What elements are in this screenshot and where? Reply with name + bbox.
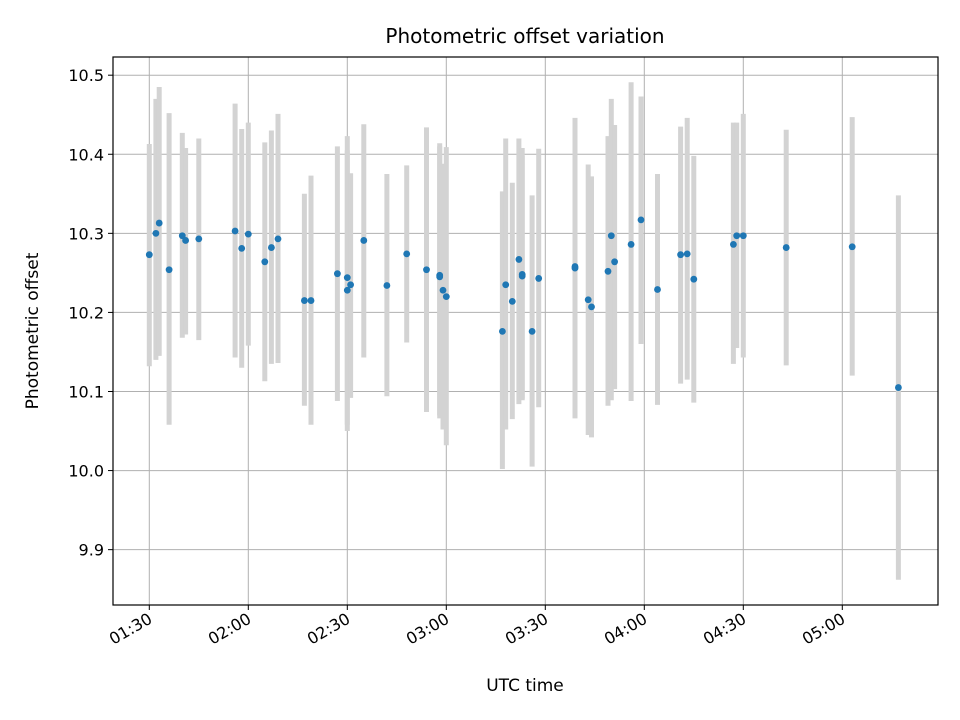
data-point bbox=[782, 244, 790, 251]
data-point bbox=[231, 227, 239, 235]
data-point bbox=[343, 286, 351, 294]
data-point bbox=[499, 327, 506, 335]
data-point bbox=[268, 244, 275, 251]
data-point bbox=[518, 272, 526, 280]
data-point bbox=[604, 267, 612, 275]
data-point bbox=[508, 297, 516, 305]
data-point bbox=[690, 275, 698, 283]
data-point bbox=[244, 230, 252, 238]
data-point bbox=[360, 237, 368, 244]
y-axis-ticks: 9.9 10.0 10.1 10.2 10.3 10.4 10.5 bbox=[68, 66, 113, 560]
data-point bbox=[515, 256, 523, 263]
data-point bbox=[261, 258, 269, 266]
plot-frame bbox=[112, 56, 939, 606]
data-point bbox=[423, 266, 430, 274]
data-point bbox=[611, 258, 618, 266]
data-point bbox=[155, 219, 163, 227]
y-tick-label: 10.3 bbox=[68, 224, 104, 243]
data-point bbox=[439, 286, 447, 294]
data-point bbox=[442, 293, 450, 301]
data-point bbox=[535, 275, 543, 282]
data-point bbox=[730, 241, 737, 248]
data-point bbox=[195, 235, 203, 243]
data-point bbox=[145, 251, 153, 259]
data-point bbox=[383, 282, 391, 289]
data-point bbox=[637, 216, 645, 224]
data-point bbox=[152, 229, 160, 237]
data-point bbox=[683, 250, 691, 258]
data-point bbox=[528, 327, 536, 335]
data-point bbox=[436, 273, 444, 281]
y-tick-label: 10.4 bbox=[68, 145, 104, 164]
data-point bbox=[182, 237, 190, 244]
data-point bbox=[677, 251, 684, 259]
data-point bbox=[627, 241, 635, 248]
data-point bbox=[178, 232, 186, 240]
x-axis-label: UTC time bbox=[486, 676, 564, 696]
data-point bbox=[343, 274, 351, 282]
data-point bbox=[654, 286, 661, 293]
data-point bbox=[403, 250, 411, 258]
data-point bbox=[733, 232, 741, 240]
data-point bbox=[334, 270, 341, 278]
data-point bbox=[307, 297, 315, 304]
data-point bbox=[347, 281, 354, 289]
y-tick-label: 10.5 bbox=[68, 66, 104, 85]
y-axis-label: Photometric offset bbox=[23, 252, 43, 409]
chart-title: Photometric offset variation bbox=[385, 24, 664, 48]
data-point bbox=[274, 235, 282, 243]
data-point bbox=[301, 297, 308, 304]
y-tick-label: 10.0 bbox=[68, 462, 104, 481]
data-points bbox=[145, 216, 902, 391]
data-point bbox=[238, 244, 246, 252]
data-point bbox=[607, 232, 615, 240]
data-point bbox=[895, 384, 902, 391]
data-point bbox=[571, 264, 579, 272]
data-point bbox=[584, 296, 592, 304]
y-tick-label: 9.9 bbox=[79, 541, 104, 560]
data-point bbox=[848, 243, 856, 251]
data-point bbox=[165, 266, 173, 274]
y-tick-label: 10.1 bbox=[68, 382, 104, 401]
data-point bbox=[588, 303, 595, 311]
y-tick-label: 10.2 bbox=[68, 303, 104, 322]
data-point bbox=[739, 232, 747, 240]
data-point bbox=[502, 281, 510, 289]
